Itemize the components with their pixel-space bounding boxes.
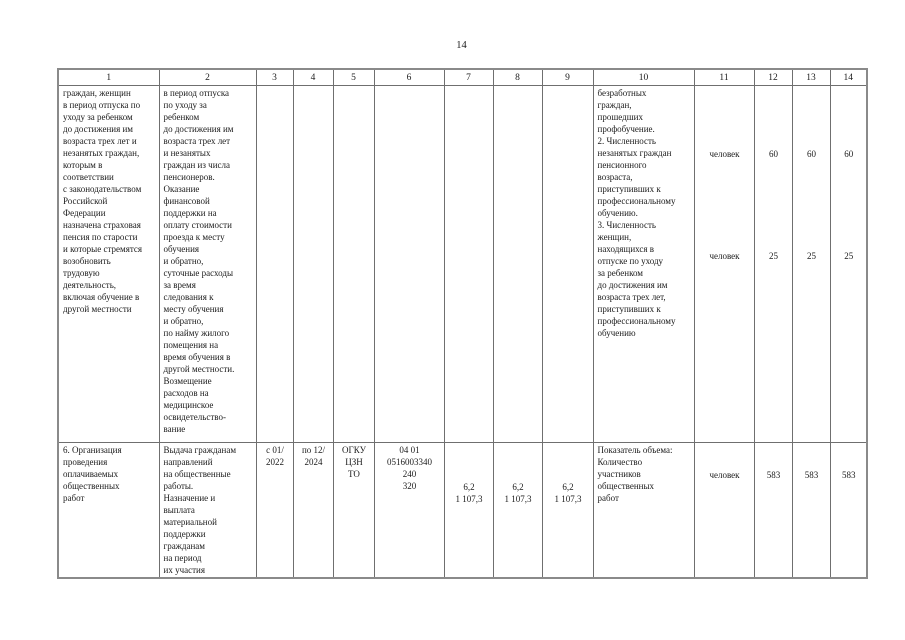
unit-label: человек	[709, 470, 740, 480]
indicator-value: 25	[844, 251, 854, 261]
unit-of-measure-cell: человек	[693, 442, 755, 579]
column-number-header: 12	[753, 68, 793, 86]
row-measure-continuation: граждан, женщин в период отпуска по уход…	[57, 85, 868, 443]
value-2024-cell: 583	[829, 442, 868, 579]
funding-2022-cell: 6,2 1 107,3	[443, 442, 494, 579]
indicator-value: 60	[807, 149, 816, 159]
program-measures-table: 1 2 3 4 5 6 7 8 9 10 11 12 13 14 граждан…	[57, 68, 868, 579]
indicator-value: 25	[807, 251, 816, 261]
column-number-header: 11	[693, 68, 755, 86]
indicator-value: 60	[769, 149, 778, 159]
column-number-header: 14	[829, 68, 868, 86]
start-date-cell: с 01/ 2022	[255, 442, 294, 579]
row-public-works: 6. Организация проведения оплачиваемых о…	[57, 442, 868, 579]
column-number-header: 6	[373, 68, 445, 86]
measure-content-cell: Выдача гражданам направлений на обществе…	[158, 442, 257, 579]
value-2023-cell: 60 25	[791, 85, 831, 443]
budget-classification-cell: 04 01 0516003340 240 320	[373, 442, 445, 579]
funding-amounts: 6,2 1 107,3	[554, 482, 582, 504]
value-2023-cell: 583	[791, 442, 831, 579]
header-row: 1 2 3 4 5 6 7 8 9 10 11 12 13 14	[57, 68, 868, 86]
indicator-value: 583	[804, 470, 819, 480]
empty-cell	[492, 85, 543, 443]
column-number-header: 3	[255, 68, 294, 86]
column-number-header: 4	[292, 68, 334, 86]
empty-cell	[292, 85, 334, 443]
empty-cell	[373, 85, 445, 443]
column-number-header: 7	[443, 68, 494, 86]
column-number-header: 1	[57, 68, 160, 86]
unit-label: человек	[709, 251, 740, 261]
column-number-header: 13	[791, 68, 831, 86]
end-date-cell: по 12/ 2024	[292, 442, 334, 579]
measure-name-cell: граждан, женщин в период отпуска по уход…	[57, 85, 160, 443]
funding-2023-cell: 6,2 1 107,3	[492, 442, 543, 579]
value-2022-cell: 583	[753, 442, 793, 579]
unit-of-measure-cell: человек человек	[693, 85, 755, 443]
column-number-header: 10	[592, 68, 695, 86]
funding-amounts: 6,2 1 107,3	[504, 482, 532, 504]
unit-label: человек	[709, 149, 740, 159]
value-2022-cell: 60 25	[753, 85, 793, 443]
empty-cell	[332, 85, 375, 443]
measure-content-cell: в период отпуска по уходу за ребенком до…	[158, 85, 257, 443]
indicator-value: 583	[766, 470, 781, 480]
measure-name-cell: 6. Организация проведения оплачиваемых о…	[57, 442, 160, 579]
value-2024-cell: 60 25	[829, 85, 868, 443]
volume-indicator-cell: Показатель объема: Количество участников…	[592, 442, 695, 579]
indicator-value: 25	[769, 251, 778, 261]
column-number-header: 2	[158, 68, 257, 86]
column-number-header: 8	[492, 68, 543, 86]
indicator-value: 60	[844, 149, 854, 159]
page-number: 14	[456, 40, 467, 51]
funding-amounts: 6,2 1 107,3	[455, 482, 483, 504]
funding-2024-cell: 6,2 1 107,3	[541, 442, 594, 579]
empty-cell	[255, 85, 294, 443]
column-number-header: 9	[541, 68, 594, 86]
empty-cell	[541, 85, 594, 443]
executor-cell: ОГКУ ЦЗН ТО	[332, 442, 375, 579]
column-number-header: 5	[332, 68, 375, 86]
indicator-names-cell: безработных граждан, прошедших профобуче…	[592, 85, 695, 443]
empty-cell	[443, 85, 494, 443]
indicator-value: 583	[842, 470, 856, 480]
